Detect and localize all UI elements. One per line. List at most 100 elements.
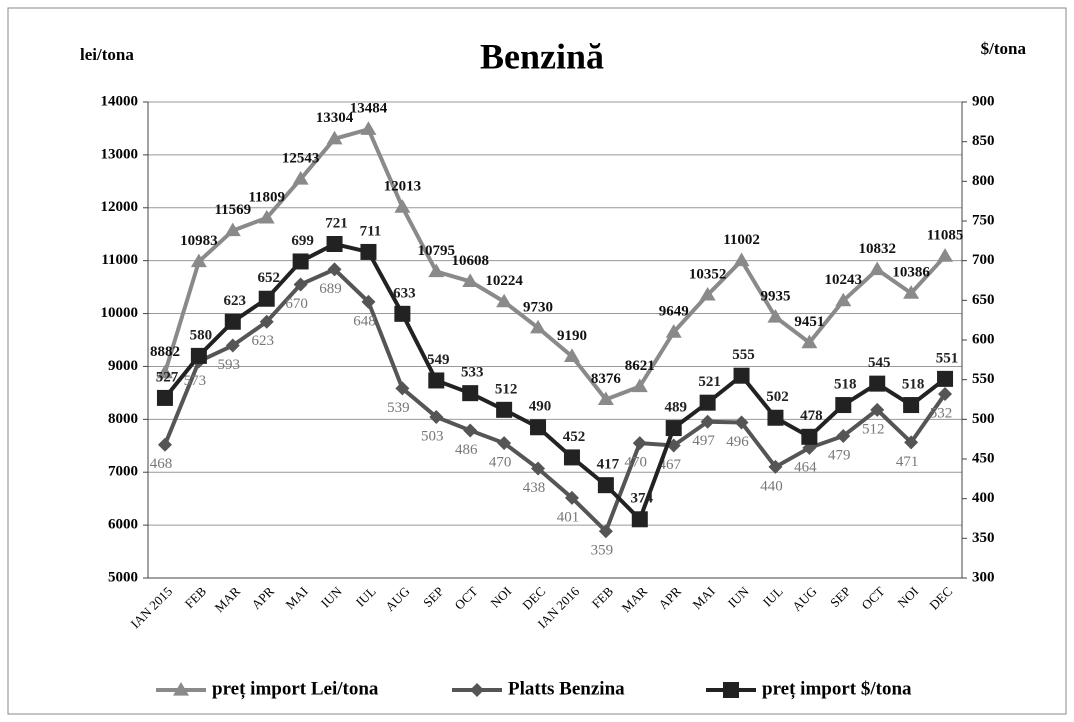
x-tick-label: MAR <box>618 583 650 615</box>
y-tick-label: 13000 <box>101 146 139 162</box>
data-label: 490 <box>529 399 552 415</box>
y-tick-label: 10000 <box>101 305 139 321</box>
marker <box>225 338 240 353</box>
x-tick-label: APR <box>655 583 684 612</box>
data-label: 10795 <box>418 243 456 259</box>
y-tick-label: 12000 <box>101 199 139 215</box>
data-label: 479 <box>828 447 851 463</box>
data-label: 539 <box>387 400 410 416</box>
marker <box>768 459 783 474</box>
data-label: 10243 <box>825 272 863 288</box>
marker <box>326 236 343 253</box>
marker <box>292 253 309 270</box>
y-tick-label: 11000 <box>101 252 138 268</box>
data-label: 417 <box>597 457 620 473</box>
marker <box>327 262 342 277</box>
marker <box>428 372 445 389</box>
data-label: 551 <box>936 350 959 366</box>
data-label: 10352 <box>689 266 727 282</box>
marker <box>598 524 613 539</box>
marker <box>699 394 716 411</box>
frame <box>7 7 1067 715</box>
data-label: 9935 <box>760 288 790 304</box>
marker <box>190 347 207 364</box>
x-tick-label: MAI <box>282 584 310 612</box>
marker <box>326 130 343 145</box>
x-tick-label: FEB <box>589 583 617 611</box>
x-tick-label: FEB <box>182 583 210 611</box>
data-label: 633 <box>393 285 416 301</box>
x-tick-label: AUG <box>789 584 820 615</box>
marker <box>904 435 919 450</box>
marker <box>937 248 954 262</box>
y2-tick-label: 400 <box>972 490 995 506</box>
marker <box>631 511 648 528</box>
data-label: 11569 <box>214 202 251 218</box>
data-label: 555 <box>732 347 755 363</box>
data-label: 10224 <box>485 273 523 289</box>
x-tick-label: IAN 2015 <box>128 584 176 632</box>
marker <box>292 171 309 185</box>
data-label: 9649 <box>659 304 689 320</box>
data-label: 438 <box>523 480 546 496</box>
data-label: 532 <box>930 405 953 421</box>
y2-tick-label: 350 <box>972 530 995 546</box>
chart-title: Benzină <box>480 36 604 76</box>
marker <box>767 409 784 426</box>
data-label: 497 <box>692 433 715 449</box>
marker <box>293 277 308 292</box>
x-tick-label: SEP <box>420 584 446 610</box>
legend-label: preț import Lei/tona <box>212 678 379 699</box>
data-label: 12543 <box>282 150 320 166</box>
data-label: 374 <box>631 491 654 507</box>
data-label: 10608 <box>451 253 489 269</box>
x-tick-label: MAI <box>689 584 717 612</box>
marker <box>835 292 852 307</box>
marker <box>394 199 411 213</box>
data-label: 9730 <box>523 299 553 315</box>
marker <box>394 305 411 322</box>
data-label: 452 <box>563 429 586 445</box>
y-tick-label: 6000 <box>108 517 138 533</box>
marker <box>700 414 715 429</box>
data-label: 518 <box>834 376 857 392</box>
data-label: 533 <box>461 365 484 381</box>
data-label: 13484 <box>350 101 388 117</box>
y-axis-label: lei/tona <box>80 45 134 64</box>
data-label: 8621 <box>625 358 655 374</box>
marker <box>428 263 445 278</box>
x-tick-label: SEP <box>827 584 853 610</box>
data-label: 573 <box>184 373 207 389</box>
marker <box>463 423 478 438</box>
data-label: 648 <box>353 313 376 329</box>
marker <box>360 243 377 260</box>
x-tick-label: IUL <box>760 584 786 610</box>
y-tick-label: 8000 <box>108 411 138 427</box>
y2-tick-label: 600 <box>972 331 995 347</box>
x-tick-label: APR <box>248 583 277 612</box>
marker <box>258 290 275 307</box>
marker <box>665 420 682 437</box>
marker <box>157 437 172 452</box>
marker <box>156 389 173 406</box>
marker <box>597 391 614 406</box>
legend-label: Platts Benzina <box>508 678 625 699</box>
data-label: 689 <box>319 281 342 297</box>
y2-tick-label: 750 <box>972 212 995 228</box>
marker <box>665 324 682 338</box>
y2-tick-label: 900 <box>972 93 995 109</box>
data-label: 512 <box>495 381 518 397</box>
marker <box>903 285 920 299</box>
marker <box>470 683 484 697</box>
marker <box>156 364 173 379</box>
x-tick-label: NOI <box>487 584 514 611</box>
data-label: 470 <box>489 455 512 471</box>
data-label: 467 <box>658 457 681 473</box>
data-label: 12013 <box>384 179 422 195</box>
data-label: 512 <box>862 421 885 437</box>
data-label: 359 <box>591 543 614 559</box>
y2-tick-label: 800 <box>972 173 995 189</box>
data-label: 652 <box>257 270 280 286</box>
y2-tick-label: 500 <box>972 411 995 427</box>
marker <box>259 314 274 329</box>
